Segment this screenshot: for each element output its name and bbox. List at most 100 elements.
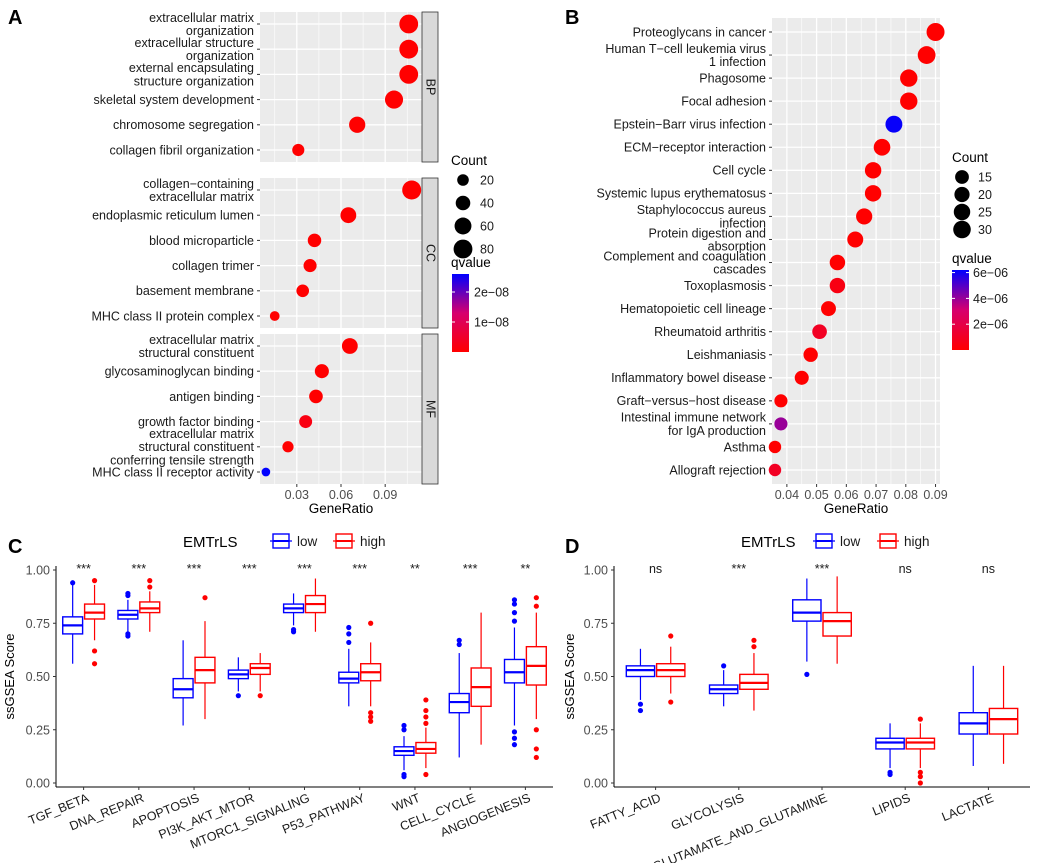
outlier-point: [235, 693, 241, 699]
dot: [292, 143, 305, 157]
term-label-line: Asthma: [724, 440, 766, 454]
dot: [303, 259, 317, 273]
x-tick-label: 0.05: [804, 488, 828, 502]
y-tick-label: 0.00: [26, 777, 50, 791]
outlier-point: [511, 742, 518, 748]
x-tick-label: 0.07: [864, 488, 888, 502]
outlier-point: [257, 693, 263, 699]
facet-label: MF: [424, 400, 438, 418]
term-label-line: MHC class II receptor activity: [92, 465, 255, 479]
y-tick-label: 0.25: [584, 723, 608, 737]
term-label-line: Graft−versus−host disease: [617, 394, 766, 408]
outlier-point: [511, 610, 518, 616]
x-tick-label: 0.03: [285, 488, 309, 502]
outlier-point: [368, 710, 374, 716]
term-label-line: external encapsulating: [129, 61, 254, 75]
dot: [399, 14, 419, 34]
significance-label: ***: [76, 562, 91, 576]
dot: [856, 208, 873, 225]
box-high: [525, 595, 547, 761]
outlier-point: [147, 578, 153, 584]
outlier-point: [368, 620, 374, 626]
colorbar-label: 2e−08: [474, 286, 509, 300]
size-legend-title: Count: [952, 150, 988, 165]
significance-label: ***: [297, 562, 312, 576]
legend-key-high: [333, 533, 355, 549]
legend-label-low: low: [297, 534, 318, 549]
term-label: Toxoplasmosis: [684, 279, 766, 293]
dot: [340, 207, 357, 224]
significance-label: ns: [899, 562, 912, 576]
dot: [269, 311, 280, 321]
outlier-point: [202, 595, 208, 601]
term-label: MHC class II receptor activity: [92, 465, 255, 479]
dot: [829, 254, 846, 271]
term-label-line: MHC class II protein complex: [91, 309, 254, 323]
y-axis-title: ssGSEA Score: [2, 634, 17, 720]
term-label-line: extracellular matrix: [149, 333, 255, 347]
colorbar-label: 1e−08: [474, 316, 509, 330]
size-legend-dot: [457, 174, 469, 186]
term-label-line: blood microparticle: [149, 234, 254, 248]
dot: [900, 92, 918, 110]
outlier-point: [533, 595, 539, 601]
significance-label: **: [521, 562, 531, 576]
colorbar-label: 6e−06: [973, 266, 1008, 280]
term-label-line: Allograft rejection: [669, 463, 766, 477]
facet-label: BP: [424, 79, 438, 96]
outlier-point: [668, 633, 674, 639]
term-label: endoplasmic reticulum lumen: [92, 209, 254, 223]
dot: [821, 301, 836, 317]
size-legend-label: 20: [978, 188, 992, 202]
term-label-line: antigen binding: [169, 390, 254, 404]
dot: [803, 347, 818, 362]
term-label-line: Inflammatory bowel disease: [611, 371, 766, 385]
term-label: MHC class II protein complex: [91, 309, 254, 323]
term-label-line: Focal adhesion: [681, 95, 766, 109]
dot: [314, 364, 329, 379]
legend-title: EMTrLS: [741, 534, 795, 551]
dot: [774, 394, 788, 408]
term-label-line: growth factor binding: [138, 415, 254, 429]
dot: [794, 370, 809, 385]
panel-letter-D: D: [565, 536, 579, 558]
term-label-line: Phagosome: [699, 71, 766, 85]
significance-label: ***: [187, 562, 202, 576]
outlier-point: [368, 714, 374, 720]
outlier-point: [401, 722, 407, 729]
term-label-line: for IgA production: [668, 424, 766, 438]
size-legend-dot: [453, 239, 473, 259]
size-legend-label: 25: [978, 206, 992, 220]
size-legend-dot: [953, 220, 971, 239]
term-label-line: Intestinal immune network: [621, 411, 767, 425]
term-label-line: extracellular structure: [135, 36, 255, 50]
significance-label: ***: [352, 562, 367, 576]
box-low: [792, 578, 822, 677]
term-label: ECM−receptor interaction: [624, 141, 766, 155]
box-low: [503, 597, 526, 748]
outlier-point: [91, 648, 98, 654]
term-label-line: Epstein−Barr virus infection: [613, 118, 766, 132]
outlier-point: [290, 627, 297, 633]
y-tick-label: 0.75: [584, 617, 608, 631]
box-high: [739, 637, 769, 711]
outlier-point: [511, 597, 518, 603]
term-label-line: absorption: [708, 239, 766, 253]
x-tick-label: 0.04: [775, 488, 799, 502]
box-body: [988, 707, 1019, 735]
dot: [296, 284, 310, 298]
legend-label-high: high: [360, 534, 386, 549]
dot: [402, 180, 422, 200]
colorbar-label: 2e−06: [973, 318, 1008, 332]
size-legend-title: Count: [451, 153, 487, 168]
outlier-point: [751, 637, 757, 643]
size-legend-dot: [953, 203, 971, 221]
term-label-line: organization: [186, 24, 254, 38]
outlier-point: [125, 590, 131, 597]
box-low: [958, 665, 989, 766]
facet-label: CC: [424, 244, 438, 262]
term-label: blood microparticle: [149, 234, 254, 248]
panel-letter-A: A: [8, 7, 22, 29]
